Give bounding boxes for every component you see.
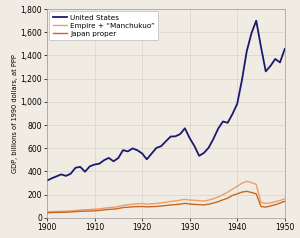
Empire + “Manchukuo” bbox=[121, 204, 125, 207]
Line: Empire + “Manchukuo”: Empire + “Manchukuo” bbox=[47, 181, 285, 212]
United States bbox=[116, 157, 120, 159]
United States bbox=[98, 162, 101, 165]
Empire + “Manchukuo” bbox=[283, 197, 286, 200]
Japan proper bbox=[283, 200, 286, 203]
United States bbox=[216, 127, 220, 130]
Empire + “Manchukuo” bbox=[278, 199, 282, 202]
United States bbox=[45, 179, 49, 182]
Empire + “Manchukuo” bbox=[116, 205, 120, 208]
Empire + “Manchukuo” bbox=[216, 196, 220, 198]
United States bbox=[202, 152, 206, 154]
Legend: United States, Empire + “Manchukuo”, Japan proper: United States, Empire + “Manchukuo”, Jap… bbox=[49, 11, 158, 40]
United States bbox=[283, 48, 286, 50]
Japan proper bbox=[45, 211, 49, 214]
Japan proper bbox=[278, 202, 282, 204]
Empire + “Manchukuo” bbox=[245, 180, 248, 183]
Japan proper bbox=[98, 209, 101, 212]
Japan proper bbox=[202, 203, 206, 206]
Empire + “Manchukuo” bbox=[202, 200, 206, 203]
United States bbox=[254, 19, 258, 22]
Japan proper bbox=[216, 200, 220, 203]
United States bbox=[278, 61, 282, 64]
Empire + “Manchukuo” bbox=[45, 210, 49, 213]
Empire + “Manchukuo” bbox=[98, 207, 101, 210]
Line: United States: United States bbox=[47, 21, 285, 181]
Japan proper bbox=[116, 207, 120, 210]
Japan proper bbox=[121, 206, 125, 209]
Y-axis label: GDP, billions of 1990 dollars, at PPP: GDP, billions of 1990 dollars, at PPP bbox=[12, 54, 18, 173]
United States bbox=[121, 149, 125, 152]
Line: Japan proper: Japan proper bbox=[47, 191, 285, 213]
Japan proper bbox=[245, 190, 248, 193]
